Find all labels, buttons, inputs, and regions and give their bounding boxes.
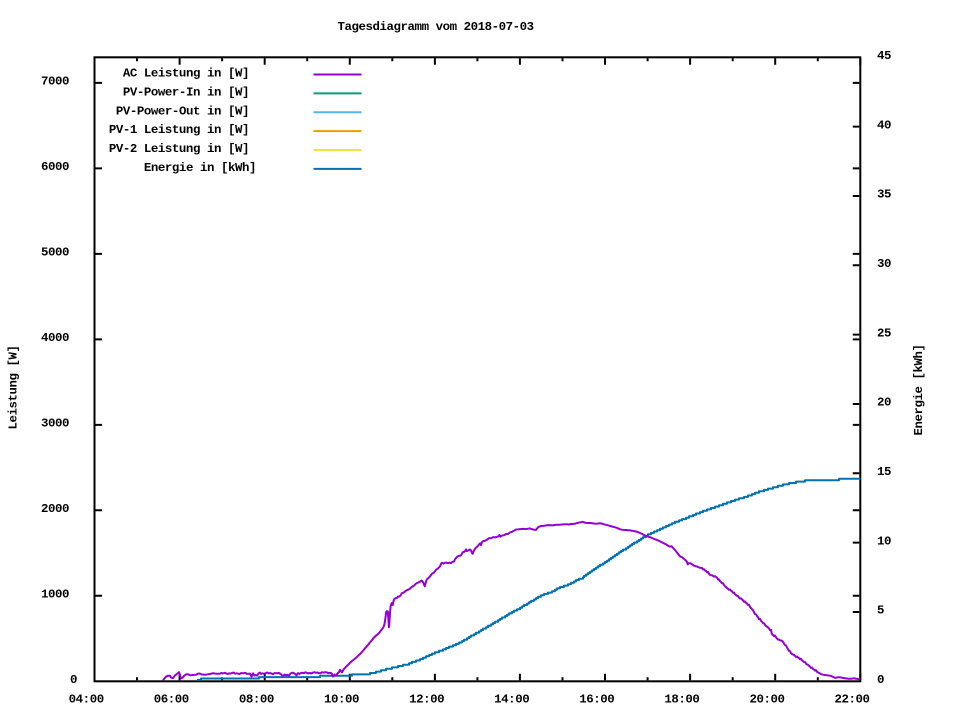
svg-text:0: 0 xyxy=(70,673,77,687)
svg-text:PV-Power-Out in [W]: PV-Power-Out in [W] xyxy=(116,104,249,118)
svg-text:08:00: 08:00 xyxy=(239,693,274,707)
svg-text:14:00: 14:00 xyxy=(494,693,529,707)
svg-text:22:00: 22:00 xyxy=(834,693,869,707)
svg-text:Tagesdiagramm vom 2018-07-03: Tagesdiagramm vom 2018-07-03 xyxy=(338,20,534,34)
svg-text:15: 15 xyxy=(877,465,891,479)
svg-text:PV-Power-In in [W]: PV-Power-In in [W] xyxy=(123,85,249,99)
svg-text:20: 20 xyxy=(877,396,891,410)
svg-text:16:00: 16:00 xyxy=(579,693,614,707)
svg-text:20:00: 20:00 xyxy=(749,693,784,707)
svg-text:Leistung [W]: Leistung [W] xyxy=(6,345,20,429)
svg-text:2000: 2000 xyxy=(41,502,69,516)
svg-text:6000: 6000 xyxy=(41,160,69,174)
svg-text:PV-1 Leistung in [W]: PV-1 Leistung in [W] xyxy=(109,123,249,137)
svg-text:25: 25 xyxy=(877,326,891,340)
svg-text:10: 10 xyxy=(877,534,891,548)
svg-text:Energie in [kWh]: Energie in [kWh] xyxy=(144,161,256,175)
svg-text:7000: 7000 xyxy=(41,75,69,89)
svg-text:4000: 4000 xyxy=(41,331,69,345)
svg-text:3000: 3000 xyxy=(41,417,69,431)
svg-text:0: 0 xyxy=(877,673,884,687)
svg-text:5000: 5000 xyxy=(41,246,69,260)
svg-text:12:00: 12:00 xyxy=(409,693,444,707)
svg-text:Energie [kWh]: Energie [kWh] xyxy=(912,344,926,435)
svg-text:30: 30 xyxy=(877,257,891,271)
svg-text:PV-2 Leistung in [W]: PV-2 Leistung in [W] xyxy=(109,142,249,156)
svg-text:40: 40 xyxy=(877,118,891,132)
svg-text:35: 35 xyxy=(877,188,891,202)
svg-text:10:00: 10:00 xyxy=(324,693,359,707)
svg-text:45: 45 xyxy=(877,49,891,63)
svg-text:1000: 1000 xyxy=(41,588,69,602)
svg-text:06:00: 06:00 xyxy=(154,693,189,707)
svg-text:04:00: 04:00 xyxy=(69,693,104,707)
svg-text:18:00: 18:00 xyxy=(664,693,699,707)
svg-text:AC Leistung in [W]: AC Leistung in [W] xyxy=(123,67,249,81)
svg-text:5: 5 xyxy=(877,604,884,618)
